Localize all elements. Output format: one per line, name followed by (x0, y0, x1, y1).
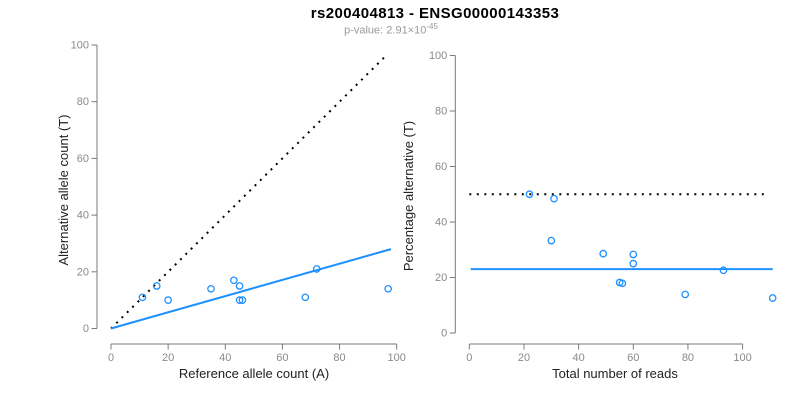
identity-line (110, 55, 386, 330)
data-point (629, 250, 638, 259)
y-tick-label: 80 (77, 96, 89, 108)
data-point (618, 279, 627, 288)
data-point (599, 249, 608, 258)
x-tick-label: 20 (162, 352, 174, 364)
p-value-text: p-value: 2.91×10 (344, 24, 427, 37)
y-tick-label: 60 (77, 153, 89, 165)
data-point (550, 194, 558, 203)
y-tick-label: 40 (435, 217, 447, 229)
x-tick-label: 20 (518, 352, 530, 364)
data-point (164, 296, 172, 304)
y-tick-label: 40 (77, 210, 89, 222)
y-tick-label: 20 (77, 266, 89, 278)
x-tick-label: 100 (733, 352, 751, 364)
chart-title: rs200404813 - ENSG00000143353 (310, 5, 560, 22)
x-axis-label: Total number of reads (552, 366, 678, 381)
data-point (384, 284, 392, 293)
fit-line (110, 248, 392, 330)
data-point (547, 236, 556, 245)
data-point (207, 284, 215, 293)
data-point (312, 265, 321, 273)
x-tick-label: 0 (108, 352, 114, 364)
y-axis-label: Alternative allele count (T) (56, 114, 71, 265)
y-tick-label: 100 (429, 50, 447, 62)
x-tick-label: 80 (682, 352, 694, 364)
x-tick-label: 80 (333, 352, 345, 364)
chart-subtitle: p-value: 2.91×10-45 (344, 22, 438, 37)
y-tick-label: 0 (441, 328, 447, 340)
data-point (235, 296, 244, 304)
p-value-exponent: -45 (426, 22, 438, 31)
y-tick-label: 80 (435, 106, 447, 118)
x-tick-label: 60 (627, 352, 639, 364)
x-tick-label: 0 (466, 352, 472, 364)
y-tick-label: 0 (83, 323, 89, 335)
data-point (629, 259, 638, 268)
data-point (138, 293, 147, 302)
data-point (525, 190, 534, 199)
data-point (301, 293, 310, 302)
x-tick-label: 60 (276, 352, 288, 364)
data-point (719, 266, 728, 275)
x-axis-label: Reference allele count (A) (179, 366, 329, 381)
data-point (681, 290, 690, 299)
data-point (152, 282, 161, 290)
data-point (768, 294, 777, 302)
x-tick-label: 100 (388, 352, 406, 364)
data-point (238, 296, 247, 304)
data-point (230, 276, 238, 285)
y-axis-label: Percentage alternative (T) (401, 121, 416, 271)
y-tick-label: 60 (435, 161, 447, 173)
data-point (235, 282, 244, 290)
y-tick-label: 20 (435, 272, 447, 284)
x-tick-label: 40 (572, 352, 584, 364)
y-tick-label: 100 (71, 40, 89, 52)
x-tick-label: 40 (219, 352, 231, 364)
